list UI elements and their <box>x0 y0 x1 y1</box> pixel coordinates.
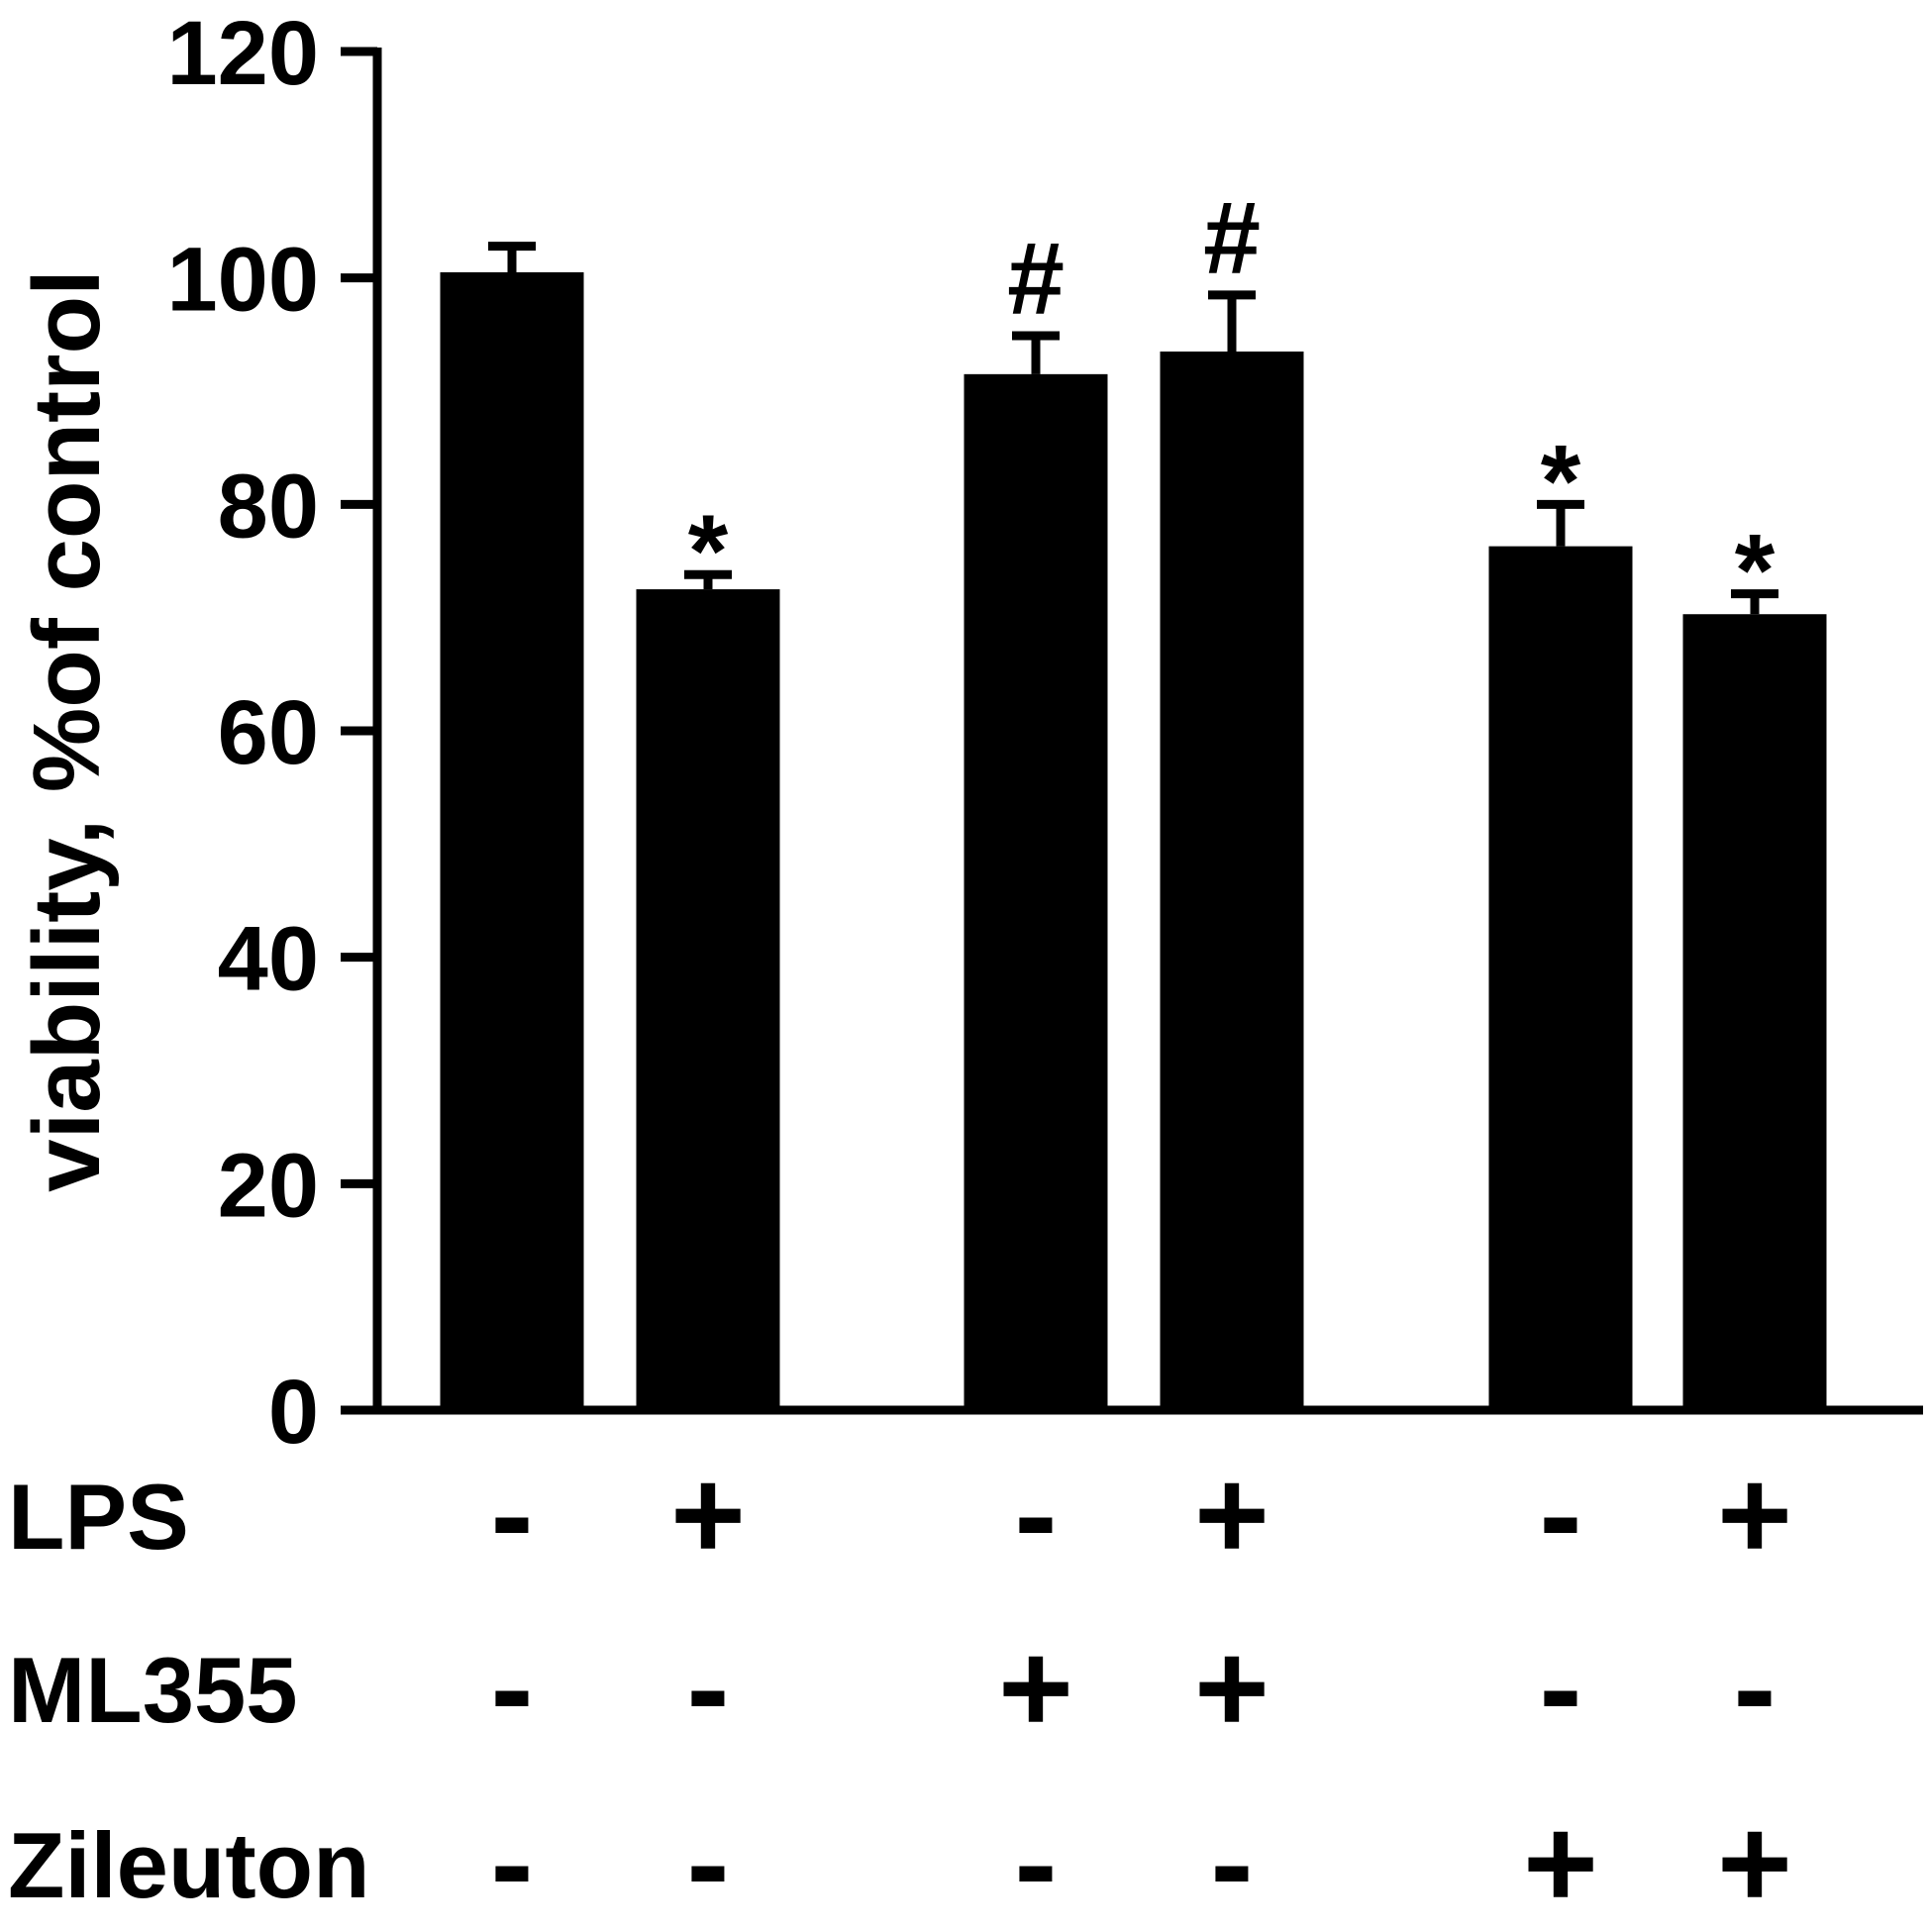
significance-marker-6: * <box>1735 514 1776 629</box>
treatment-sign: - <box>1210 1790 1253 1932</box>
bar-3 <box>964 373 1108 1411</box>
error-bar-6 <box>1731 589 1778 615</box>
error-bar-4 <box>1208 290 1256 352</box>
treatment-sign: + <box>1523 1790 1598 1932</box>
y-tick-label: 20 <box>218 1135 319 1236</box>
treatment-sign: + <box>1717 1442 1792 1586</box>
y-tick-label: 60 <box>218 682 319 783</box>
significance-marker-3: # <box>1007 222 1065 337</box>
bars <box>440 271 1827 1411</box>
treatment-sign: - <box>490 1615 533 1760</box>
treatment-sign: - <box>1539 1442 1581 1586</box>
y-tick-label: 120 <box>167 3 320 104</box>
treatment-sign: - <box>1539 1615 1581 1760</box>
bar-5 <box>1488 546 1633 1410</box>
y-tick-label: 0 <box>268 1362 319 1463</box>
treatment-sign: - <box>490 1442 533 1586</box>
bar-6 <box>1682 614 1827 1410</box>
significance-marker-5: * <box>1541 424 1581 539</box>
y-tick-label: 80 <box>218 456 319 557</box>
error-bar-5 <box>1537 499 1584 547</box>
error-bar-3 <box>1012 331 1060 374</box>
treatment-sign: + <box>670 1442 746 1586</box>
treatment-sign: + <box>998 1615 1073 1760</box>
treatment-label-ml355: ML355 <box>8 1638 298 1742</box>
significance-marker-4: # <box>1203 181 1261 296</box>
treatment-sign: - <box>1014 1442 1057 1586</box>
treatment-label-lps: LPS <box>8 1465 189 1569</box>
y-ticks: 0 20 40 60 80 100 120 <box>167 3 377 1463</box>
error-bar-1 <box>488 242 536 272</box>
treatment-sign: + <box>1717 1790 1792 1932</box>
treatment-sign: - <box>1733 1615 1776 1760</box>
treatment-sign: - <box>686 1615 729 1760</box>
y-tick-label: 40 <box>218 909 319 1010</box>
significance-marker-2: * <box>688 494 729 609</box>
treatment-sign: + <box>1194 1615 1269 1760</box>
treatment-label-zileuton: Zileuton <box>8 1813 370 1917</box>
bar-4 <box>1160 351 1304 1410</box>
y-tick-label: 100 <box>167 230 320 331</box>
error-bars <box>488 242 1778 615</box>
y-axis-title: viability, %of control <box>14 269 120 1192</box>
treatment-sign: - <box>686 1790 729 1932</box>
treatment-table: LPS - + - + - +ML355- - + + - -Zileuton - - - - + + <box>8 1442 1792 1932</box>
treatment-sign: - <box>1014 1790 1057 1932</box>
treatment-sign: - <box>490 1790 533 1932</box>
error-bar-2 <box>684 569 732 590</box>
bar-1 <box>440 271 584 1411</box>
bar-2 <box>636 589 780 1410</box>
treatment-sign: + <box>1194 1442 1269 1586</box>
significance-markers: * # # * * <box>688 181 1776 629</box>
axes: 0 20 40 60 80 100 120 <box>167 3 1923 1463</box>
